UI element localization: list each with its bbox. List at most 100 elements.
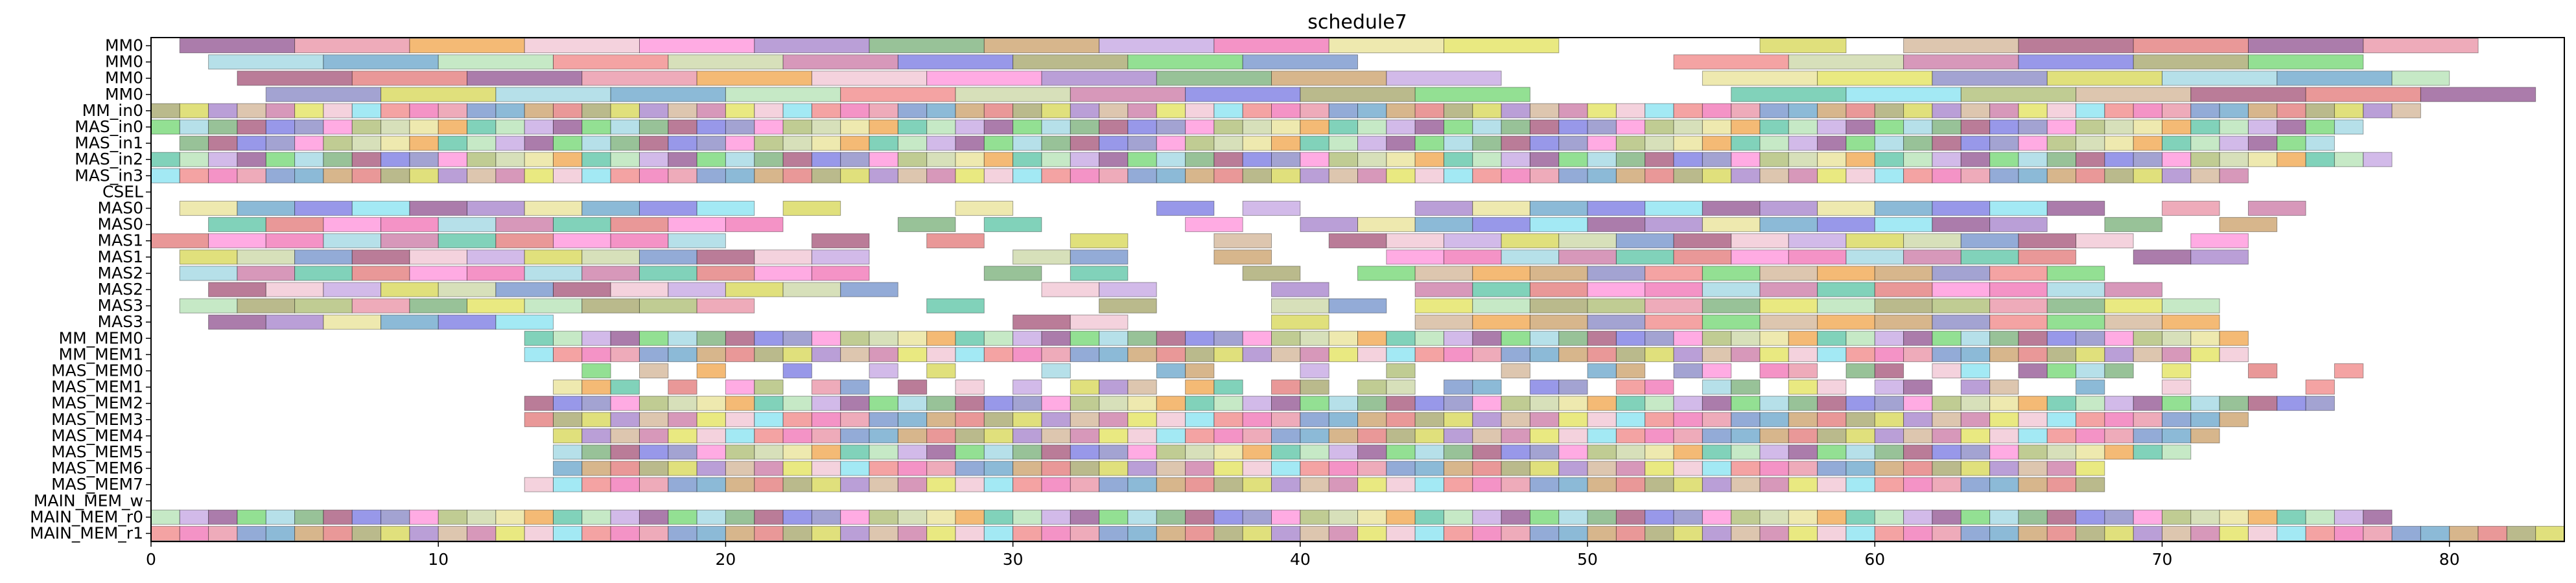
schedule-bar-mas2-11 (840, 282, 898, 297)
schedule-bar-mas-in0-52 (1645, 119, 1674, 135)
schedule-bar-mas-mem1-4 (725, 380, 755, 395)
schedule-bar-mas-mem4-31 (1444, 428, 1473, 444)
schedule-bar-mas2-18 (1529, 266, 1588, 281)
schedule-bar-mas-mem7-35 (1529, 477, 1560, 492)
schedule-bar-mm-in0-58 (1817, 103, 1847, 119)
schedule-bar-mm0-3 (553, 54, 669, 70)
schedule-bar-mas0-18 (1645, 201, 1703, 216)
schedule-bar-mas-in3-26 (897, 168, 928, 183)
schedule-bar-mas-mem1-16 (1271, 380, 1301, 395)
schedule-bar-mas-in1-49 (1587, 135, 1617, 151)
schedule-bar-mm-in0-62 (1932, 103, 1961, 119)
schedule-bar-mas-in3-32 (1070, 168, 1100, 183)
schedule-bar-mm-in0-15 (581, 103, 611, 119)
schedule-bar-mas-mem4-2 (610, 428, 640, 444)
schedule-bar-mas0-12 (1156, 201, 1215, 216)
schedule-bar-mas-mem1-17 (1300, 380, 1329, 395)
schedule-bar-mas3-8 (1271, 314, 1329, 330)
schedule-bar-mm0-13 (1960, 87, 2077, 102)
schedule-bar-mas-in2-39 (1271, 152, 1301, 167)
schedule-bar-main-mem-r1-30 (1013, 525, 1042, 542)
schedule-bar-mm-in0-54 (1702, 103, 1732, 119)
schedule-bar-main-mem-r1-37 (1213, 525, 1243, 542)
schedule-bar-mm-mem0-41 (1702, 330, 1732, 346)
schedule-bar-mas-mem6-51 (2018, 461, 2048, 476)
schedule-bar-mas-mem6-23 (1213, 461, 1243, 476)
schedule-bar-mas-mem1-20 (1444, 380, 1473, 395)
schedule-bar-mm-in0-71 (2190, 103, 2220, 119)
schedule-bar-mas-in3-12 (495, 168, 525, 183)
schedule-bar-mm-mem1-57 (2162, 347, 2192, 362)
schedule-bar-main-mem-r0-75 (2305, 509, 2335, 525)
schedule-bar-mm-in0-67 (2076, 103, 2105, 119)
schedule-bar-mm-mem1-26 (1271, 347, 1301, 362)
schedule-bar-mas-mem2-5 (668, 396, 697, 411)
schedule-bar-mas-mem3-30 (1386, 412, 1416, 428)
schedule-bar-mas-in3-56 (1759, 168, 1789, 183)
schedule-bar-mas-in2-10 (438, 152, 468, 167)
schedule-bar-mas1-0 (179, 249, 238, 265)
schedule-bar-main-mem-r1-82 (2506, 525, 2536, 542)
schedule-bar-mm-mem1-37 (1587, 347, 1617, 362)
schedule-bar-mm0-2 (409, 38, 525, 54)
schedule-bar-mas0-17 (1529, 217, 1588, 233)
schedule-bar-mas3-11 (1529, 314, 1588, 330)
schedule-bar-mas0-2 (323, 217, 381, 233)
schedule-bar-mas3-6 (1013, 314, 1071, 330)
schedule-bar-mas-in2-12 (495, 152, 525, 167)
schedule-bar-mas-in2-69 (2133, 152, 2162, 167)
schedule-bar-mm-mem0-33 (1472, 330, 1502, 346)
schedule-bar-mas-mem4-51 (2018, 428, 2048, 444)
schedule-bar-main-mem-r1-2 (208, 525, 238, 542)
schedule-bar-mas-in1-4 (294, 135, 324, 151)
schedule-bar-mas-mem5-9 (811, 444, 841, 460)
schedule-bar-mm0-5 (754, 38, 870, 54)
schedule-bar-mm0-1 (351, 71, 468, 86)
schedule-bar-mas2-26 (1989, 266, 2048, 281)
schedule-bar-main-mem-r1-65 (2018, 525, 2048, 542)
schedule-bar-mas-mem0-8 (1185, 363, 1215, 379)
schedule-bar-mas1-3 (323, 233, 381, 249)
schedule-bar-mas-in3-49 (1558, 168, 1588, 183)
schedule-bar-mas2-24 (1932, 282, 1990, 297)
schedule-bar-mas-mem6-24 (1242, 461, 1272, 476)
schedule-bar-mas-mem2-26 (1271, 396, 1301, 411)
schedule-bar-mm-in0-1 (179, 103, 209, 119)
schedule-bar-mas-in1-31 (1070, 135, 1100, 151)
schedule-bar-mas-mem4-39 (1673, 428, 1703, 444)
schedule-bar-mas-mem6-2 (610, 461, 640, 476)
schedule-bar-mas-mem7-13 (897, 477, 928, 492)
schedule-bar-mas-mem4-56 (2162, 428, 2192, 444)
schedule-bar-main-mem-r1-75 (2305, 525, 2335, 542)
schedule-bar-mas2-23 (1874, 282, 1933, 297)
schedule-bar-mas-mem6-32 (1472, 461, 1502, 476)
schedule-bar-mm-mem0-15 (955, 330, 985, 346)
schedule-bar-mas2-1 (265, 282, 324, 297)
schedule-bar-mas1-4 (381, 233, 439, 249)
schedule-bar-mas-in2-20 (725, 152, 755, 167)
schedule-bar-mas-in1-19 (725, 135, 755, 151)
schedule-bar-mas-in1-15 (610, 135, 640, 151)
schedule-bar-mas-in1-67 (2104, 135, 2134, 151)
schedule-bar-mas-mem1-6 (811, 380, 841, 395)
schedule-bar-mas-mem3-58 (2190, 412, 2220, 428)
schedule-bar-mas2-14 (1271, 282, 1329, 297)
schedule-bar-mas-in3-65 (2018, 168, 2048, 183)
y-tick-label: MAS_MEM3 (51, 410, 143, 429)
schedule-bar-mas-mem5-50 (1989, 444, 2019, 460)
schedule-bar-mm-in0-40 (1300, 103, 1329, 119)
schedule-bar-mm-mem0-1 (553, 330, 583, 346)
schedule-bar-main-mem-r1-46 (1472, 525, 1502, 542)
schedule-bar-mas-in1-45 (1472, 135, 1502, 151)
schedule-bar-mas-mem3-24 (1213, 412, 1243, 428)
schedule-bar-mas-in0-67 (2076, 119, 2105, 135)
schedule-bar-mas-mem7-42 (1731, 477, 1761, 492)
schedule-bar-mm-in0-27 (926, 103, 956, 119)
schedule-bar-mas-mem0-18 (1845, 363, 1875, 379)
schedule-bar-mm0-11 (1444, 38, 1560, 54)
schedule-bar-main-mem-r1-1 (179, 525, 209, 542)
schedule-bar-mm-mem0-38 (1615, 330, 1646, 346)
schedule-bar-mas-mem7-15 (955, 477, 985, 492)
schedule-bar-main-mem-r0-27 (926, 509, 956, 525)
schedule-bar-mas-in3-69 (2133, 168, 2162, 183)
